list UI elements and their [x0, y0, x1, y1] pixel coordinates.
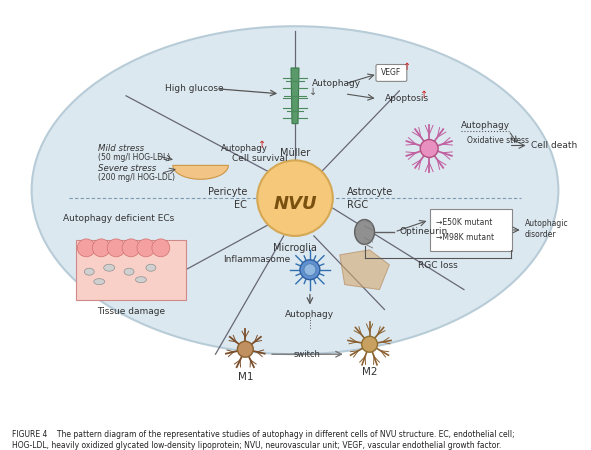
Text: Autophagy: Autophagy [220, 144, 267, 153]
Ellipse shape [135, 277, 147, 283]
Circle shape [137, 239, 155, 257]
Ellipse shape [94, 279, 105, 285]
Text: Microglia: Microglia [273, 243, 317, 253]
Ellipse shape [124, 268, 134, 275]
Text: ↑: ↑ [258, 140, 267, 149]
Text: FIGURE 4    The pattern diagram of the representative studies of autophagy in di: FIGURE 4 The pattern diagram of the repr… [12, 430, 514, 439]
Polygon shape [291, 68, 299, 124]
Text: Cell death: Cell death [531, 141, 577, 150]
Text: Autophagy: Autophagy [285, 310, 335, 319]
FancyBboxPatch shape [76, 240, 186, 300]
Text: Severe stress: Severe stress [98, 164, 157, 173]
Text: Cell survival: Cell survival [232, 154, 288, 163]
FancyBboxPatch shape [376, 64, 407, 81]
Circle shape [77, 239, 95, 257]
Circle shape [300, 260, 320, 279]
Text: Tissue damage: Tissue damage [97, 307, 165, 316]
Text: RGC: RGC [347, 200, 368, 210]
Text: EC: EC [235, 200, 247, 210]
Text: M2: M2 [362, 367, 377, 377]
Text: HOG-LDL, heavily oxidized glycated low-density lipoprotein; NVU, neurovascular u: HOG-LDL, heavily oxidized glycated low-d… [12, 441, 501, 450]
Text: Autophagy: Autophagy [461, 121, 510, 130]
Text: NVU: NVU [273, 195, 317, 213]
Circle shape [362, 336, 378, 352]
Circle shape [92, 239, 110, 257]
Text: →M98K mutant: →M98K mutant [436, 234, 494, 243]
Polygon shape [173, 165, 228, 179]
Text: Müller: Müller [280, 148, 310, 158]
FancyBboxPatch shape [430, 209, 512, 251]
Text: High glucose: High glucose [165, 84, 224, 93]
Text: VEGF: VEGF [381, 68, 401, 77]
Circle shape [257, 160, 333, 236]
Text: ↓: ↓ [309, 87, 317, 97]
Text: Optineurin: Optineurin [400, 227, 447, 236]
Circle shape [122, 239, 140, 257]
Text: disorder: disorder [525, 230, 556, 239]
Text: Mild stress: Mild stress [98, 144, 144, 153]
Ellipse shape [32, 26, 558, 354]
Circle shape [107, 239, 125, 257]
Text: Astrocyte: Astrocyte [347, 187, 393, 197]
Text: Inflammasome: Inflammasome [223, 255, 290, 264]
Text: Oxidative stress: Oxidative stress [467, 136, 529, 145]
Text: (50 mg/l HOG-LDL): (50 mg/l HOG-LDL) [98, 153, 170, 162]
Circle shape [304, 264, 316, 276]
Ellipse shape [103, 264, 115, 271]
Circle shape [420, 140, 438, 158]
Polygon shape [340, 250, 389, 290]
Text: (200 mg/l HOG-LDL): (200 mg/l HOG-LDL) [98, 173, 175, 182]
Text: M1: M1 [238, 372, 253, 382]
Text: Autophagy deficient ECs: Autophagy deficient ECs [63, 214, 175, 223]
Ellipse shape [146, 264, 156, 271]
Ellipse shape [355, 220, 375, 244]
Text: Pericyte: Pericyte [208, 187, 247, 197]
Circle shape [238, 341, 254, 357]
Ellipse shape [85, 268, 94, 275]
Text: Apoptosis: Apoptosis [385, 94, 428, 104]
Text: Autophagic: Autophagic [525, 219, 568, 228]
Text: Autophagy: Autophagy [312, 79, 361, 88]
Circle shape [152, 239, 170, 257]
Text: →E50K mutant: →E50K mutant [436, 217, 492, 226]
Text: RGC loss: RGC loss [418, 261, 457, 270]
Text: ↑: ↑ [403, 62, 411, 72]
Text: switch: switch [294, 350, 320, 359]
Text: ↑: ↑ [420, 90, 428, 100]
